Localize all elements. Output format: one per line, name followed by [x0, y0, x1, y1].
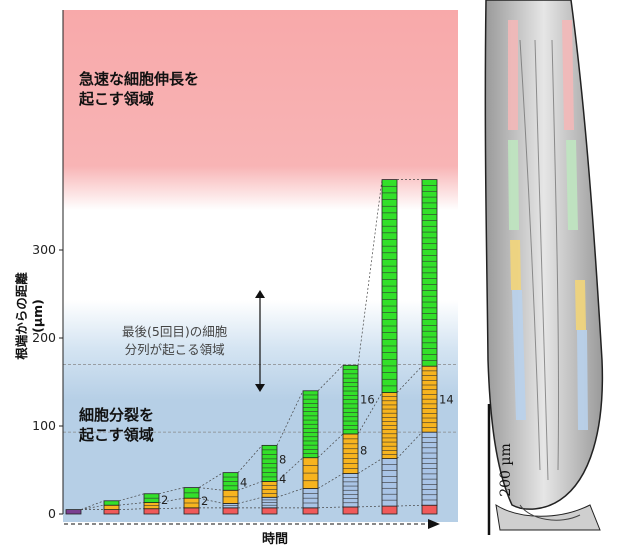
division-count-label: 2: [161, 493, 168, 507]
connector: [357, 458, 383, 474]
root-micrograph: [484, 0, 604, 531]
y-tick-label: 200: [32, 330, 56, 345]
connector: [118, 493, 145, 502]
connector: [357, 179, 383, 366]
y-tick-label: 100: [32, 418, 56, 433]
connector: [118, 502, 145, 506]
cell-block-red: [342, 506, 359, 515]
division-count-label: 4: [279, 472, 286, 486]
y-ticks: [59, 249, 63, 515]
y-tick-label: 0: [48, 506, 56, 521]
division-count-label: 14: [439, 393, 454, 407]
cell-block-red: [261, 507, 278, 515]
cell-block-red: [381, 505, 398, 515]
cell-block-red: [222, 507, 239, 515]
connector: [198, 472, 224, 488]
connector: [237, 496, 263, 504]
connector: [317, 433, 344, 458]
x-axis-label: 時間: [262, 532, 289, 547]
connector: [276, 457, 304, 482]
connector: [198, 487, 224, 491]
connector: [118, 508, 145, 510]
division-zone-label: 細胞分裂を 起こす領域: [79, 406, 155, 444]
growth-connectors: [80, 179, 423, 510]
division-count-label: 8: [360, 444, 367, 458]
cell-block-red: [302, 507, 319, 515]
range-arrowhead-top: [255, 290, 265, 298]
cell-block-purple: [65, 509, 82, 515]
connector: [317, 506, 344, 509]
connector: [317, 365, 344, 392]
cell-block-red: [103, 509, 120, 515]
y-axis-label: 根端からの距離 (µm): [14, 272, 45, 360]
connector: [357, 505, 383, 508]
cell-block-red: [421, 504, 438, 515]
cell-block-green: [103, 500, 120, 506]
last-division-zone-label: 最後(5回目)の細胞 分列が起こる領域: [122, 324, 228, 357]
connector: [158, 507, 185, 510]
cell-block-orange: [103, 504, 120, 511]
division-count-label: 8: [279, 452, 286, 466]
connector: [237, 481, 263, 491]
connector: [317, 473, 344, 489]
connector: [80, 500, 105, 510]
connector: [198, 497, 224, 504]
cell-columns: [65, 179, 438, 515]
connector: [158, 497, 185, 503]
division-count-label: 2: [201, 494, 208, 508]
cell-block-red: [143, 508, 160, 515]
division-count-label: 4: [240, 475, 247, 489]
column-labels: 2 2 4 8 4 8 16 14: [161, 393, 454, 508]
scale-bar-label: 200 µm: [498, 443, 514, 497]
cell-block-red: [183, 507, 200, 515]
x-axis-arrowhead: [428, 519, 440, 529]
range-arrowhead-bottom: [255, 384, 265, 392]
y-tick-label: 300: [32, 242, 56, 257]
connector: [158, 487, 185, 495]
division-count-label: 16: [360, 393, 375, 407]
elongation-zone-label: 急速な細胞伸長を 起こす領域: [79, 70, 200, 108]
elongation-zone: [63, 10, 458, 210]
connector: [276, 488, 304, 498]
connector: [396, 504, 423, 507]
